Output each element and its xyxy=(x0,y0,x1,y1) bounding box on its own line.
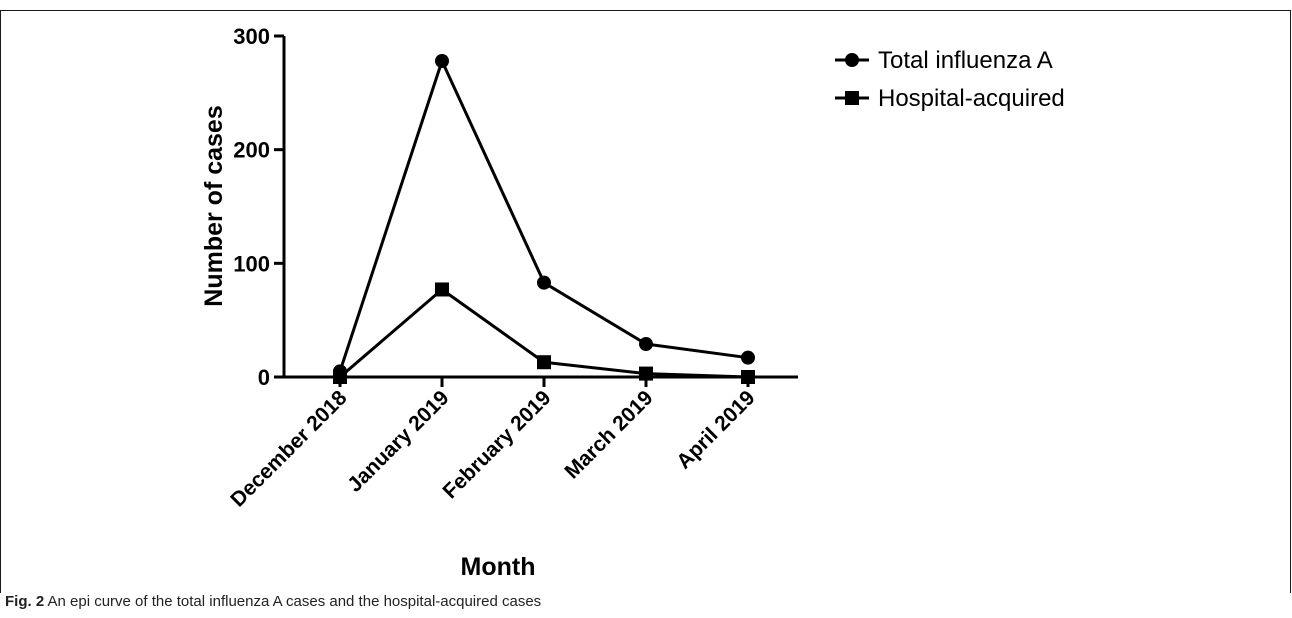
data-point-1-4 xyxy=(741,370,755,384)
data-point-1-1 xyxy=(435,282,449,297)
y-tick-label: 100 xyxy=(233,251,270,276)
figure-caption-label: Fig. 2 xyxy=(5,593,45,610)
series-layer xyxy=(333,54,755,384)
x-tick-label: January 2019 xyxy=(343,386,453,496)
data-point-0-2 xyxy=(537,275,551,290)
y-tick-label: 200 xyxy=(233,138,270,163)
x-tick-label: February 2019 xyxy=(439,386,556,503)
frame-left-border xyxy=(0,10,1,593)
y-tick-label: 300 xyxy=(233,24,270,49)
circle-marker-icon xyxy=(835,53,869,67)
x-tick-label: April 2019 xyxy=(672,386,759,473)
y-tick-label: 0 xyxy=(258,365,270,390)
y-axis: 0 100 200 300 xyxy=(233,24,286,390)
figure-caption: Fig. 2 An epi curve of the total influen… xyxy=(5,593,541,610)
legend-label-total: Total influenza A xyxy=(878,47,1053,74)
x-axis-title: Month xyxy=(461,553,536,581)
frame-right-border xyxy=(1290,10,1291,593)
square-marker-icon xyxy=(835,91,869,105)
frame-top-border xyxy=(0,10,1291,11)
data-point-0-4 xyxy=(741,350,755,365)
x-tick-label: March 2019 xyxy=(560,386,657,483)
x-tick-label: December 2018 xyxy=(226,386,351,511)
data-point-0-3 xyxy=(639,337,653,352)
figure-caption-text: An epi curve of the total influenza A ca… xyxy=(47,593,542,610)
data-point-1-2 xyxy=(537,355,551,370)
data-point-0-1 xyxy=(435,54,449,69)
y-axis-title: Number of cases xyxy=(200,105,228,306)
data-point-1-3 xyxy=(639,366,653,381)
data-point-1-0 xyxy=(333,370,347,384)
legend-label-hospital: Hospital-acquired xyxy=(878,85,1065,112)
